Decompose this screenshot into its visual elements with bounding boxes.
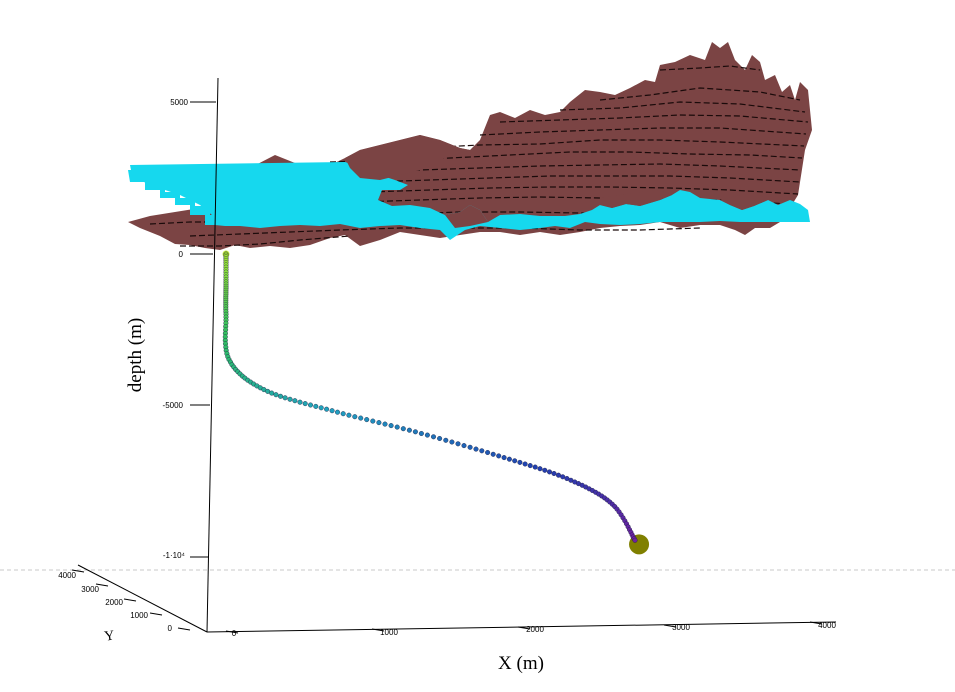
well-path-point — [329, 408, 335, 414]
well-path-point — [278, 393, 284, 399]
well-path-point — [388, 423, 394, 429]
z-ticks — [190, 101, 216, 558]
well-path-point — [496, 453, 502, 459]
axes — [77, 77, 837, 633]
x-tick-label: 3000 — [672, 623, 690, 632]
well-path-point — [358, 415, 364, 421]
well-path-point — [547, 469, 553, 475]
well-path — [222, 250, 650, 555]
x-tick-label: 4000 — [818, 621, 836, 630]
well-path-point — [370, 418, 376, 424]
well-path-point — [461, 443, 467, 449]
well-path-point — [424, 432, 430, 438]
well-path-point — [532, 464, 538, 470]
well-path-point — [318, 405, 324, 411]
well-path-point — [537, 466, 543, 472]
well-path-point — [551, 471, 557, 477]
z-axis-title: depth (m) — [125, 318, 146, 392]
sea-level-edge — [128, 170, 215, 225]
well-path-point — [308, 402, 314, 408]
y-tick-label: 2000 — [105, 598, 123, 607]
well-path-point — [340, 411, 346, 417]
x-axis-line — [206, 621, 837, 633]
y-tick-label: 4000 — [58, 571, 76, 580]
well-path-point — [431, 434, 437, 440]
well-path-point — [517, 459, 523, 465]
well-path-point — [376, 420, 382, 426]
well-path-point — [324, 406, 330, 412]
well-path-point — [522, 461, 528, 467]
well-path-point — [287, 396, 293, 402]
well-path-point — [400, 426, 406, 432]
x-axis-title: X (m) — [498, 653, 544, 674]
well-path-point — [418, 431, 424, 437]
well-path-point — [512, 458, 518, 464]
z-axis-line — [206, 77, 219, 633]
well-path-point — [394, 424, 400, 430]
well-path-point — [273, 392, 279, 398]
well-path-point — [467, 444, 473, 450]
y-tick-label: 0 — [168, 624, 173, 633]
well-path-point — [490, 451, 496, 457]
z-tick-label: 0 — [179, 250, 184, 259]
sea-level-polygon — [130, 162, 810, 240]
well-path-point — [302, 401, 308, 407]
well-path-point — [269, 390, 275, 396]
well-path-point — [382, 421, 388, 427]
well-path-point — [527, 463, 533, 469]
well-path-point — [335, 409, 341, 415]
x-tick-label: 0 — [232, 629, 237, 638]
well-path-point — [437, 436, 443, 442]
well-path-point — [506, 456, 512, 462]
terrain-contours — [149, 65, 809, 247]
well-path-point — [292, 398, 298, 404]
well-path-point — [501, 455, 507, 461]
x-ticks — [225, 621, 823, 634]
well-path-point — [455, 441, 461, 447]
well-path-point — [479, 448, 485, 454]
well-path-point — [443, 437, 449, 443]
well-path-point — [560, 474, 566, 480]
well-path-point — [346, 412, 352, 418]
z-tick-label: -5000 — [163, 401, 184, 410]
y-ticks — [71, 569, 191, 631]
well-path-point — [473, 446, 479, 452]
sea-level-plane — [128, 162, 810, 240]
y-tick-label: 1000 — [130, 611, 148, 620]
well-path-point — [313, 403, 319, 409]
well-path-point — [297, 399, 303, 405]
well-path-point — [485, 450, 491, 456]
well-path-point — [542, 467, 548, 473]
well-path-point — [364, 417, 370, 423]
x-tick-label: 2000 — [526, 625, 544, 634]
y-tick-label: 3000 — [81, 585, 99, 594]
well-path-point — [406, 427, 412, 433]
z-tick-label: 5000 — [170, 98, 188, 107]
well-path-point — [632, 537, 638, 543]
well-path-point — [352, 414, 358, 420]
x-tick-label: 1000 — [380, 628, 398, 637]
y-axis-title: Y — [103, 628, 115, 644]
well-path-point — [412, 429, 418, 435]
y-axis-line — [77, 564, 208, 633]
terrain-foreground — [345, 135, 768, 228]
well-path-point — [556, 472, 562, 478]
well-path-point — [449, 439, 455, 445]
z-tick-label: -1·10⁴ — [163, 551, 186, 560]
well-path-point — [282, 395, 288, 401]
